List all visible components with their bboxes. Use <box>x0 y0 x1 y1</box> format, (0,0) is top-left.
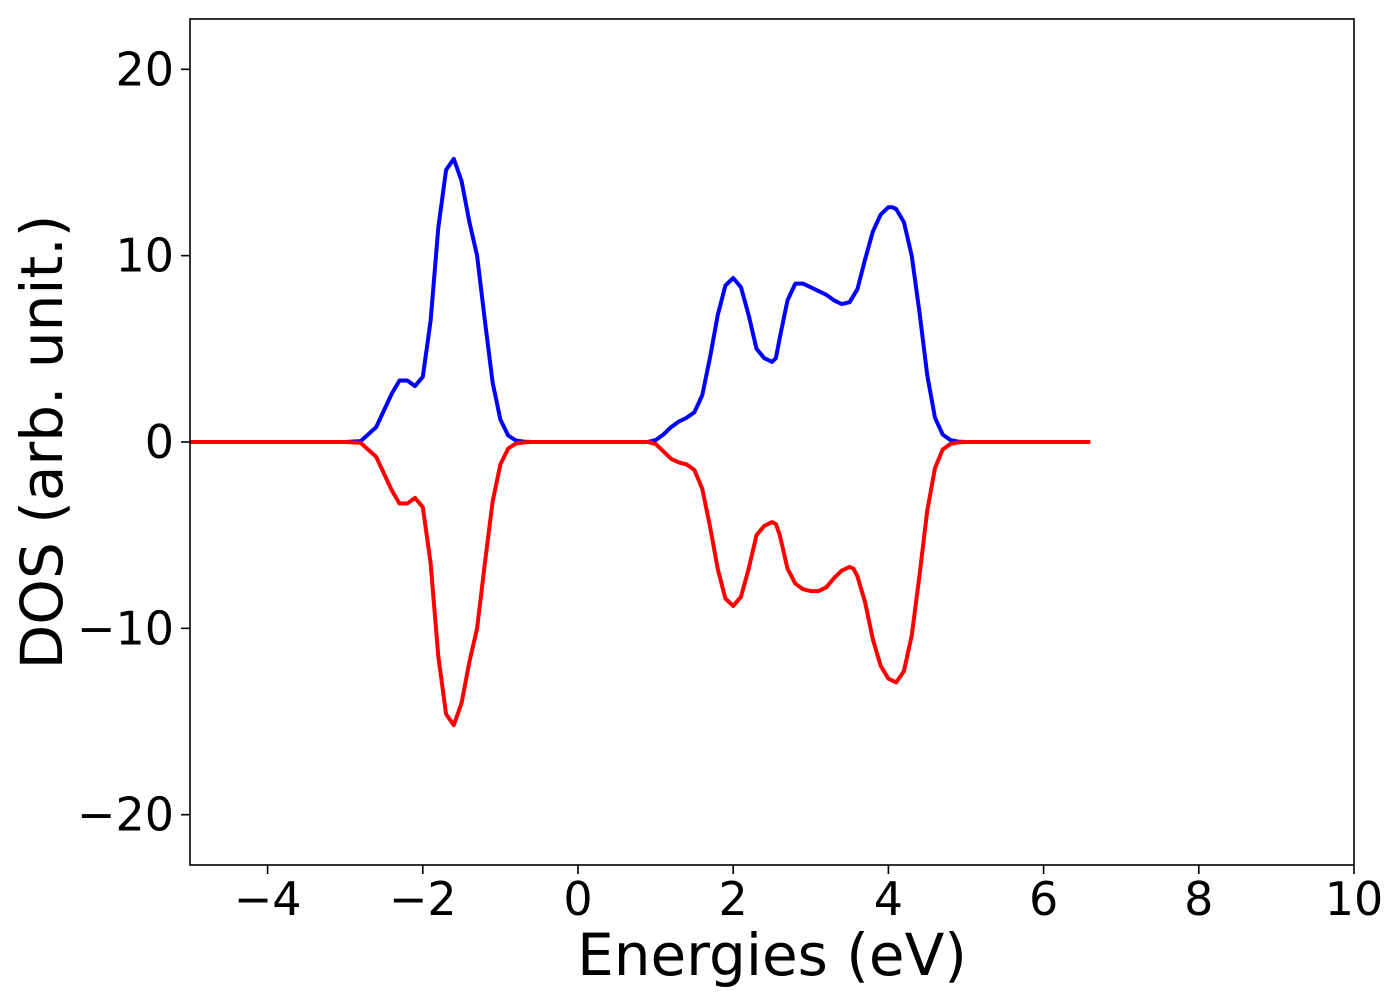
y-axis-label: DOS (arb. unit.) <box>8 215 76 670</box>
x-tick-label: 10 <box>1325 872 1384 926</box>
x-axis: −4 −2 0 2 4 6 8 10 <box>234 865 1384 926</box>
y-tick-label: −10 <box>77 601 174 655</box>
x-tick-label: 8 <box>1184 872 1213 926</box>
series-1-line <box>190 440 1091 728</box>
y-tick-label: 10 <box>115 229 174 283</box>
x-tick-label: −4 <box>234 872 302 926</box>
y-tick-label: 0 <box>145 415 174 469</box>
x-tick-label: −2 <box>389 872 457 926</box>
y-axis: −20 −10 0 10 20 <box>77 42 190 842</box>
y-tick-label: 20 <box>115 42 174 96</box>
series-layer <box>190 156 1091 728</box>
x-axis-label: Energies (eV) <box>577 921 967 989</box>
plot-frame <box>189 18 1355 866</box>
x-tick-label: 6 <box>1029 872 1058 926</box>
x-tick-label: 4 <box>874 872 903 926</box>
x-tick-label: 0 <box>563 872 592 926</box>
y-tick-label: −20 <box>77 788 174 842</box>
x-tick-label: 2 <box>719 872 748 926</box>
series-0-line <box>190 156 1091 444</box>
